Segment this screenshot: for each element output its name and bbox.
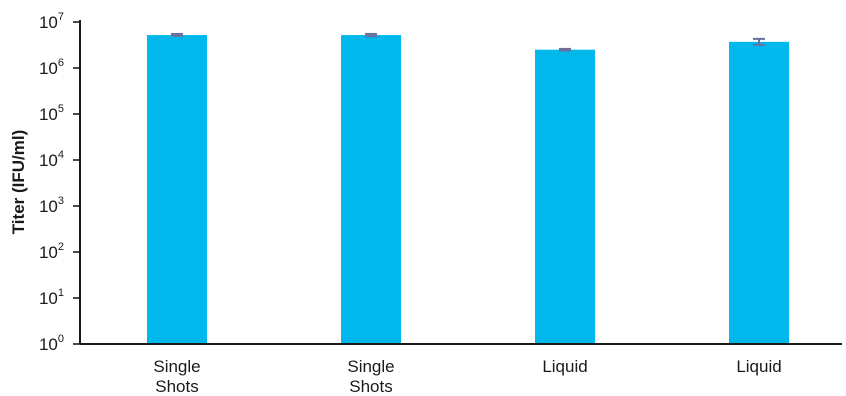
- x-category-label: Single Shots: [347, 357, 394, 396]
- x-category-label-line: Liquid: [736, 357, 781, 376]
- y-tick-base: 10: [39, 335, 58, 354]
- bar: [535, 49, 595, 344]
- y-tick-exponent: 6: [58, 57, 64, 69]
- x-category-label-line: Shots: [155, 377, 198, 396]
- x-category-label-line: Shots: [349, 377, 392, 396]
- y-axis-label: Titer (IFU/ml): [9, 130, 28, 235]
- y-tick-base: 10: [39, 59, 58, 78]
- x-category-label: Liquid: [542, 357, 587, 376]
- y-tick-base: 10: [39, 197, 58, 216]
- x-category-label: Liquid: [736, 357, 781, 376]
- y-tick-base: 10: [39, 289, 58, 308]
- y-tick-base: 10: [39, 13, 58, 32]
- y-tick-exponent: 7: [58, 11, 64, 23]
- y-tick-label: 102: [39, 241, 64, 262]
- x-category-label: Single Shots: [153, 357, 200, 396]
- y-tick-label: 101: [39, 287, 64, 308]
- y-tick-exponent: 4: [58, 149, 64, 161]
- axes: [79, 20, 842, 345]
- y-tick-label: 105: [39, 103, 64, 124]
- x-category-label-line: Single: [153, 357, 200, 376]
- y-tick-label: 107: [39, 11, 64, 32]
- y-tick-label: 103: [39, 195, 64, 216]
- bar: [729, 41, 789, 344]
- y-tick-base: 10: [39, 105, 58, 124]
- y-tick-label: 100: [39, 333, 64, 354]
- y-tick-label: 104: [39, 149, 64, 170]
- y-tick-label: 106: [39, 57, 64, 78]
- y-tick-base: 10: [39, 243, 58, 262]
- error-bars: [171, 32, 765, 52]
- y-tick-exponent: 2: [58, 241, 64, 253]
- x-category-label-line: Single: [347, 357, 394, 376]
- bars: [147, 35, 789, 345]
- y-tick-exponent: 3: [58, 195, 64, 207]
- bar: [341, 35, 401, 345]
- bar: [147, 35, 207, 345]
- y-tick-base: 10: [39, 151, 58, 170]
- y-tick-exponent: 0: [58, 333, 64, 345]
- y-tick-exponent: 1: [58, 287, 64, 299]
- x-category-label-line: Liquid: [542, 357, 587, 376]
- y-tick-exponent: 5: [58, 103, 64, 115]
